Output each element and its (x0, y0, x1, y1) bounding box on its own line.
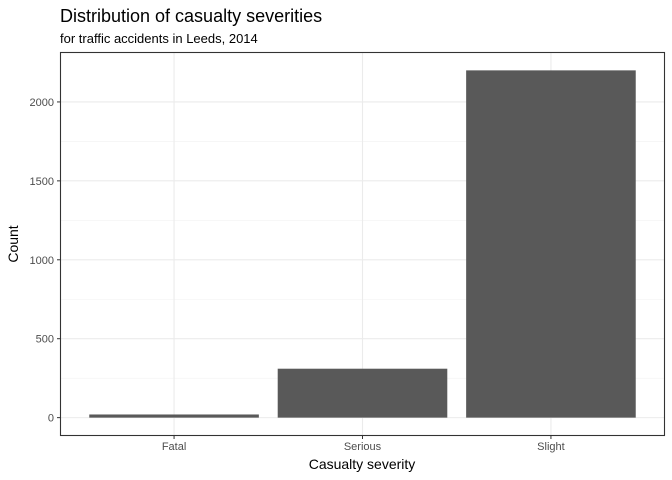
x-tick-label: Slight (537, 441, 565, 453)
y-tick-label: 500 (36, 334, 54, 346)
x-axis-title: Casualty severity (309, 456, 416, 472)
x-tick-label: Serious (344, 441, 382, 453)
chart-subtitle: for traffic accidents in Leeds, 2014 (60, 31, 258, 46)
y-tick-label: 0 (48, 413, 54, 425)
y-tick-label: 1000 (30, 255, 54, 267)
chart-title: Distribution of casualty severities (60, 6, 322, 26)
bars (89, 70, 636, 418)
bar-serious (277, 368, 448, 418)
bar-fatal (89, 414, 259, 418)
y-axis-title: Count (5, 225, 21, 262)
y-tick-label: 1500 (30, 176, 54, 188)
y-tick-label: 2000 (30, 97, 54, 109)
bar-slight (466, 70, 636, 418)
x-axis: Fatal Serious Slight (162, 435, 565, 453)
y-axis: 0 500 1000 1500 2000 (30, 97, 61, 425)
x-tick-label: Fatal (162, 441, 186, 453)
